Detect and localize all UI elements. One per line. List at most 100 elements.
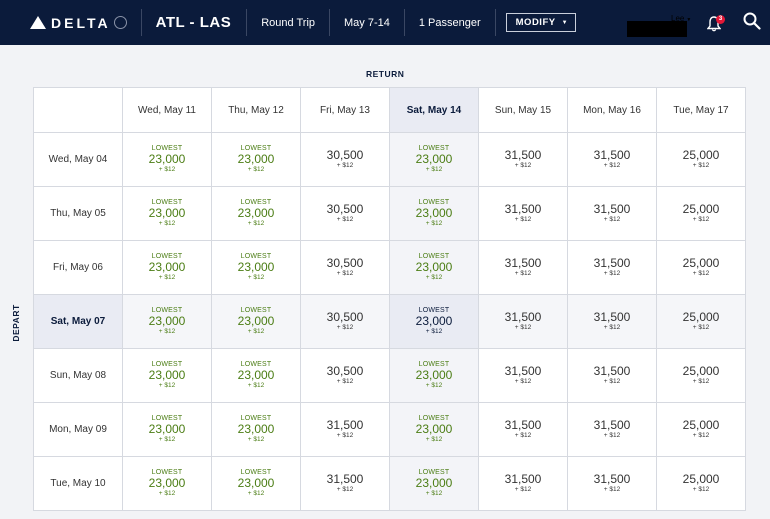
- fare-cell[interactable]: LOWEST 23,000 + $12: [122, 348, 212, 403]
- tax-amount: + $12: [247, 328, 265, 335]
- lowest-fare-tag: LOWEST: [240, 145, 272, 152]
- fare-cell[interactable]: 31,500 + $12: [300, 402, 390, 457]
- fare-cell[interactable]: LOWEST 23,000 + $12: [211, 186, 301, 241]
- fare-cell[interactable]: LOWEST 23,000 + $12: [389, 186, 479, 241]
- fare-cell[interactable]: LOWEST 23,000 + $12: [122, 240, 212, 295]
- lowest-fare-tag: LOWEST: [151, 253, 183, 260]
- lowest-fare-tag: LOWEST: [418, 361, 450, 368]
- depart-date-row: Sat, May 07 LOWEST 23,000 + $12 LOWEST 23,000…: [33, 294, 746, 349]
- lowest-fare-tag: LOWEST: [240, 253, 272, 260]
- fare-cell[interactable]: LOWEST 23,000 + $12: [389, 294, 479, 349]
- tax-amount: + $12: [692, 270, 710, 277]
- depart-date-header[interactable]: Tue, May 10: [33, 456, 123, 511]
- miles-price: 23,000: [415, 260, 453, 274]
- fare-cell[interactable]: 31,500 + $12: [478, 348, 568, 403]
- fare-cell[interactable]: LOWEST 23,000 + $12: [389, 348, 479, 403]
- fare-cell[interactable]: 25,000 + $12: [656, 456, 746, 511]
- depart-date-header[interactable]: Sun, May 08: [33, 348, 123, 403]
- fare-cell[interactable]: LOWEST 23,000 + $12: [122, 456, 212, 511]
- modify-button[interactable]: MODIFY ▼: [505, 13, 577, 32]
- fare-cell[interactable]: 31,500 + $12: [300, 456, 390, 511]
- fare-cell[interactable]: 25,000 + $12: [656, 294, 746, 349]
- fare-cell[interactable]: 31,500 + $12: [478, 186, 568, 241]
- fare-cell[interactable]: 25,000 + $12: [656, 348, 746, 403]
- fare-cell[interactable]: 31,500 + $12: [567, 348, 657, 403]
- fare-cell[interactable]: LOWEST 23,000 + $12: [389, 456, 479, 511]
- return-date-header[interactable]: Wed, May 11: [122, 87, 212, 133]
- caret-down-icon: ▼: [686, 17, 692, 23]
- lowest-fare-tag: LOWEST: [418, 253, 450, 260]
- fare-cell[interactable]: 30,500 + $12: [300, 132, 390, 187]
- fare-cell[interactable]: LOWEST 23,000 + $12: [122, 186, 212, 241]
- fare-cell[interactable]: 31,500 + $12: [478, 456, 568, 511]
- return-date-header[interactable]: Thu, May 12: [211, 87, 301, 133]
- fare-cell[interactable]: 25,000 + $12: [656, 240, 746, 295]
- fare-cell[interactable]: LOWEST 23,000 + $12: [211, 132, 301, 187]
- fare-cell[interactable]: 31,500 + $12: [567, 186, 657, 241]
- return-date-header[interactable]: Sun, May 15: [478, 87, 568, 133]
- tax-amount: + $12: [158, 166, 176, 173]
- divider: [246, 9, 248, 36]
- miles-price: 30,500: [326, 310, 364, 324]
- fare-cell[interactable]: LOWEST 23,000 + $12: [211, 348, 301, 403]
- depart-date-header[interactable]: Mon, May 09: [33, 402, 123, 457]
- fare-cell[interactable]: LOWEST 23,000 + $12: [211, 456, 301, 511]
- tax-amount: + $12: [336, 162, 354, 169]
- depart-date-header[interactable]: Fri, May 06: [33, 240, 123, 295]
- fare-cell[interactable]: 31,500 + $12: [567, 240, 657, 295]
- tax-amount: + $12: [425, 220, 443, 227]
- miles-price: 31,500: [593, 148, 631, 162]
- skyteam-seal-icon: [113, 16, 127, 29]
- tax-amount: + $12: [603, 162, 621, 169]
- fare-cell[interactable]: 31,500 + $12: [478, 402, 568, 457]
- fare-cell[interactable]: LOWEST 23,000 + $12: [389, 132, 479, 187]
- miles-price: 23,000: [415, 368, 453, 382]
- route-label: ATL - LAS: [155, 14, 232, 31]
- fare-cell[interactable]: 31,500 + $12: [567, 456, 657, 511]
- fare-cell[interactable]: 30,500 + $12: [300, 348, 390, 403]
- miles-price: 23,000: [237, 368, 275, 382]
- return-date-header[interactable]: Tue, May 17: [656, 87, 746, 133]
- depart-date-header[interactable]: Sat, May 07: [33, 294, 123, 349]
- fare-cell[interactable]: 31,500 + $12: [567, 402, 657, 457]
- fare-cell[interactable]: 31,500 + $12: [478, 294, 568, 349]
- miles-price: 30,500: [326, 148, 364, 162]
- return-axis-label: RETURN: [366, 69, 405, 79]
- fare-cell[interactable]: 25,000 + $12: [656, 402, 746, 457]
- miles-price: 23,000: [237, 152, 275, 166]
- lowest-fare-tag: LOWEST: [418, 415, 450, 422]
- return-date-header[interactable]: Mon, May 16: [567, 87, 657, 133]
- delta-logo[interactable]: DELTA: [30, 0, 127, 45]
- fare-cell[interactable]: LOWEST 23,000 + $12: [211, 294, 301, 349]
- return-date-header[interactable]: Sat, May 14: [389, 87, 479, 133]
- depart-date-header[interactable]: Wed, May 04: [33, 132, 123, 187]
- search-icon[interactable]: [743, 12, 761, 30]
- user-menu[interactable]: Lee ▼: [671, 14, 691, 23]
- fare-cell[interactable]: 30,500 + $12: [300, 186, 390, 241]
- fare-cell[interactable]: 25,000 + $12: [656, 186, 746, 241]
- fare-cell[interactable]: LOWEST 23,000 + $12: [389, 402, 479, 457]
- fare-cell[interactable]: LOWEST 23,000 + $12: [211, 402, 301, 457]
- fare-cell[interactable]: LOWEST 23,000 + $12: [389, 240, 479, 295]
- miles-price: 23,000: [415, 314, 453, 328]
- miles-price: 25,000: [682, 256, 720, 270]
- miles-price: 23,000: [415, 152, 453, 166]
- fare-cell[interactable]: 31,500 + $12: [567, 294, 657, 349]
- tax-amount: + $12: [425, 328, 443, 335]
- depart-date-header[interactable]: Thu, May 05: [33, 186, 123, 241]
- miles-price: 23,000: [148, 476, 186, 490]
- fare-cell[interactable]: LOWEST 23,000 + $12: [122, 402, 212, 457]
- fare-cell[interactable]: 31,500 + $12: [567, 132, 657, 187]
- fare-cell[interactable]: LOWEST 23,000 + $12: [211, 240, 301, 295]
- depart-date-row: Fri, May 06 LOWEST 23,000 + $12 LOWEST 23,000…: [33, 240, 746, 295]
- fare-cell[interactable]: 30,500 + $12: [300, 240, 390, 295]
- fare-cell[interactable]: 31,500 + $12: [478, 132, 568, 187]
- fare-cell[interactable]: LOWEST 23,000 + $12: [122, 294, 212, 349]
- grid-corner: [33, 87, 123, 133]
- fare-cell[interactable]: 30,500 + $12: [300, 294, 390, 349]
- fare-cell[interactable]: LOWEST 23,000 + $12: [122, 132, 212, 187]
- fare-cell[interactable]: 25,000 + $12: [656, 132, 746, 187]
- fare-cell[interactable]: 31,500 + $12: [478, 240, 568, 295]
- lowest-fare-tag: LOWEST: [418, 469, 450, 476]
- return-date-header[interactable]: Fri, May 13: [300, 87, 390, 133]
